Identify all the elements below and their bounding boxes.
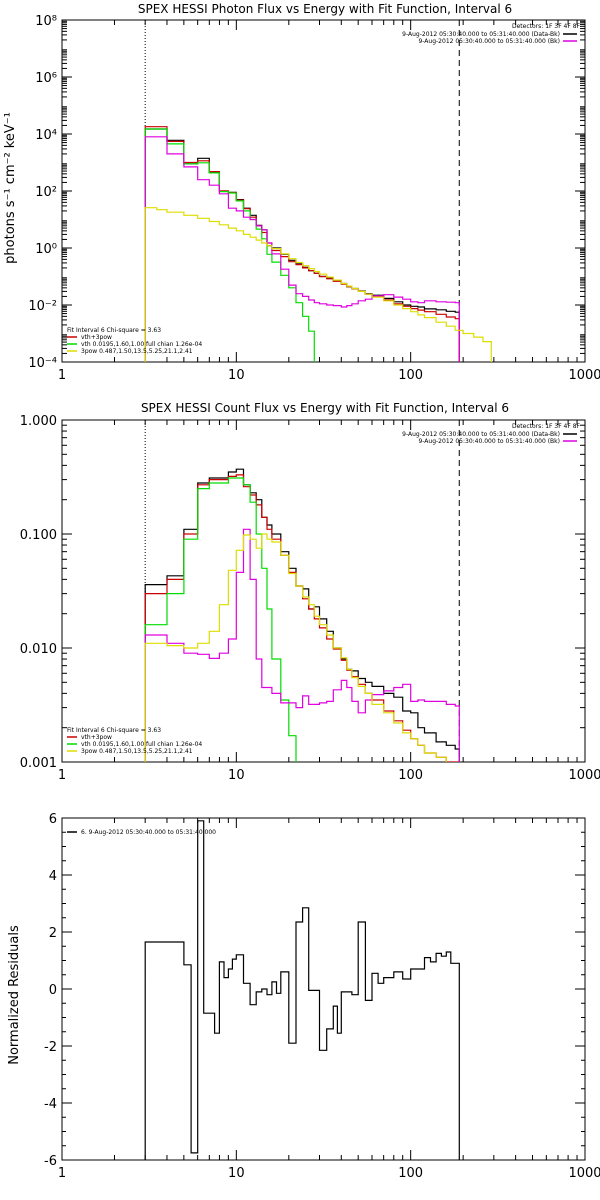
y-tick-label: 10⁶ bbox=[35, 71, 57, 86]
y-tick-label: -2 bbox=[44, 1040, 57, 1055]
series-line-2 bbox=[144, 128, 315, 362]
x-tick-label: 100 bbox=[398, 768, 423, 783]
photon-flux-title: SPEX HESSI Photon Flux vs Energy with Fi… bbox=[138, 2, 512, 16]
legend-label: 3pow 0.487,1.50,13.5,5.25,21.1,2.41 bbox=[81, 748, 193, 755]
x-tick-label: 10 bbox=[228, 768, 245, 783]
legend-label: vth 0.0195,1.60,1.00 full chian 1.26e-04 bbox=[81, 341, 202, 348]
legend-label: vth+3pow bbox=[81, 734, 112, 741]
y-tick-label: 10⁸ bbox=[35, 14, 57, 29]
x-tick-label: 10 bbox=[228, 1166, 245, 1181]
plot-frame bbox=[61, 419, 586, 763]
series-line-4 bbox=[144, 207, 492, 362]
detectors-label: Detectors: 1F 3F 4F 8F bbox=[512, 23, 581, 30]
y-tick-label: -6 bbox=[44, 1154, 57, 1169]
residuals-panel: Normalized Residuals 1 10 100 1000 -6 -4 -2 0 2 4… bbox=[7, 812, 600, 1181]
residuals-ylabel: Normalized Residuals bbox=[7, 925, 22, 1065]
y-tick-label: 0 bbox=[49, 983, 57, 998]
y-tick-label: -4 bbox=[44, 1097, 57, 1112]
time-range-label: 9-Aug-2012 05:30:40.000 to 05:31:40.000 … bbox=[402, 31, 560, 38]
x-tick-label: 1000 bbox=[568, 1166, 600, 1181]
time-range-label: 9-Aug-2012 05:30:40.000 to 05:31:40.000 … bbox=[402, 431, 560, 438]
y-tick-label: 2 bbox=[49, 926, 57, 941]
legend-label: 3pow 0.487,1.50,13.5,5.25,21.1,2.41 bbox=[81, 348, 193, 355]
y-tick-label: 0.100 bbox=[20, 528, 57, 543]
plot-frame bbox=[61, 817, 586, 1161]
legend-title: Fit Interval 6 Chi-square = 3.63 bbox=[67, 327, 161, 334]
photon-flux-ylabel: photons s⁻¹ cm⁻² keV⁻¹ bbox=[3, 112, 18, 264]
series-line-4 bbox=[144, 533, 447, 762]
detectors-label: Detectors: 1F 3F 4F 8F bbox=[512, 423, 581, 430]
legend-label: vth+3pow bbox=[81, 334, 112, 341]
series-line-3 bbox=[144, 528, 460, 762]
x-tick-label: 1 bbox=[58, 1166, 66, 1181]
y-tick-label: 6 bbox=[49, 812, 57, 827]
y-tick-label: 0.010 bbox=[20, 642, 57, 657]
series-line-1 bbox=[144, 474, 460, 762]
legend-label: 6. 9-Aug-2012 05:30:40.000 to 05:31:40.0… bbox=[81, 829, 216, 836]
x-tick-label: 100 bbox=[398, 1166, 423, 1181]
x-tick-label: 1 bbox=[58, 768, 66, 783]
y-tick-label: 10⁻⁴ bbox=[28, 356, 57, 371]
photon-flux-panel: SPEX HESSI Photon Flux vs Energy with Fi… bbox=[3, 2, 600, 383]
time-range-label: 9-Aug-2012 05:30:40.000 to 05:31:40.000 … bbox=[418, 438, 560, 445]
series-line-3 bbox=[144, 136, 460, 362]
series-line-2 bbox=[144, 477, 297, 762]
x-tick-label: 100 bbox=[398, 368, 423, 383]
count-flux-panel: SPEX HESSI Count Flux vs Energy with Fit… bbox=[20, 401, 600, 783]
y-tick-label: 10⁴ bbox=[35, 128, 57, 143]
y-tick-label: 10⁻² bbox=[28, 299, 57, 314]
x-tick-label: 10 bbox=[228, 368, 245, 383]
y-tick-label: 10⁰ bbox=[35, 242, 57, 257]
plot-frame bbox=[61, 19, 586, 363]
x-tick-label: 1000 bbox=[568, 368, 600, 383]
series-line-1 bbox=[144, 126, 460, 362]
legend-label: vth 0.0195,1.60,1.00 full chian 1.26e-04 bbox=[81, 741, 202, 748]
y-tick-label: 4 bbox=[49, 869, 57, 884]
series-line-0 bbox=[144, 820, 460, 1160]
legend-title: Fit Interval 6 Chi-square = 3.63 bbox=[67, 727, 161, 734]
y-tick-label: 1.000 bbox=[20, 414, 57, 429]
x-tick-label: 1000 bbox=[568, 768, 600, 783]
y-tick-label: 10² bbox=[35, 185, 57, 200]
x-tick-label: 1 bbox=[58, 368, 66, 383]
y-tick-label: 0.001 bbox=[20, 756, 57, 771]
count-flux-title: SPEX HESSI Count Flux vs Energy with Fit… bbox=[141, 401, 509, 415]
time-range-label: 9-Aug-2012 05:30:40.000 to 05:31:40.000 … bbox=[418, 38, 560, 45]
series-line-0 bbox=[144, 468, 460, 762]
